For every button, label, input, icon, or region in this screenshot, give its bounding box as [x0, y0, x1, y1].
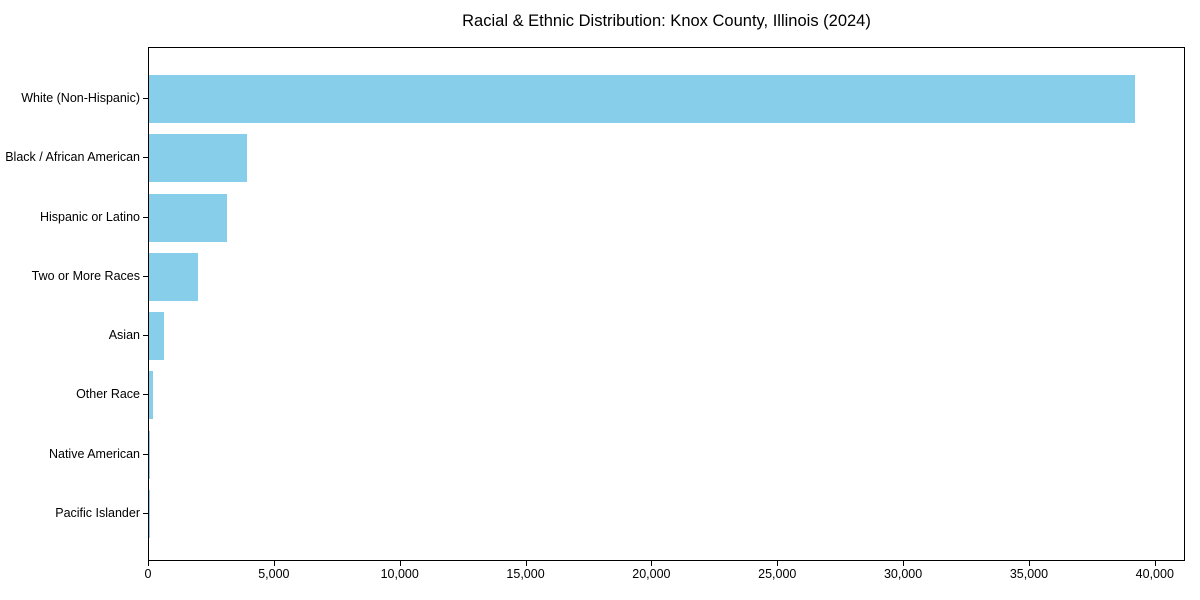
ytick-label-two-or-more-races: Two or More Races: [31, 268, 140, 283]
ytick-label-other-race: Other Race: [76, 387, 140, 402]
ytick-mark: [143, 98, 148, 99]
xtick-mark: [651, 561, 653, 566]
xtick-mark: [399, 561, 401, 566]
bar-native-american: [149, 430, 150, 479]
plot-area: [148, 47, 1185, 561]
xtick-mark: [1028, 561, 1030, 566]
ytick-mark: [143, 513, 148, 515]
bar-hispanic-or-latino: [149, 193, 227, 242]
xtick-label-20000: 20,000: [632, 567, 671, 581]
ytick-mark: [143, 275, 148, 277]
xtick-label-30000: 30,000: [883, 567, 923, 581]
xtick-label-25000: 25,000: [758, 567, 797, 581]
xtick-label-5000: 5,000: [258, 567, 290, 581]
bar-black-african-american: [149, 134, 248, 183]
xtick-mark: [903, 561, 905, 566]
ytick-mark: [143, 216, 148, 218]
ytick-mark: [143, 394, 148, 396]
ytick-label-native-american: Native American: [48, 446, 140, 461]
ytick-mark: [143, 335, 148, 337]
xtick-label-35000: 35,000: [1009, 567, 1049, 581]
bar-white-non-hispanic: [149, 75, 1135, 123]
ytick-label-asian: Asian: [108, 328, 140, 343]
ytick-label-black-african-american: Black / African American: [5, 150, 140, 165]
xtick-mark: [148, 561, 149, 566]
ytick-label-white-non-hispanic: White (Non-Hispanic): [21, 91, 140, 105]
xtick-label-15000: 15,000: [506, 567, 545, 581]
ytick-mark: [143, 157, 148, 159]
xtick-label-0: 0: [144, 567, 152, 581]
ytick-label-hispanic-or-latino: Hispanic or Latino: [39, 209, 140, 224]
chart-title: Racial & Ethnic Distribution: Knox Count…: [462, 12, 871, 30]
bar-asian: [149, 312, 165, 361]
xtick-label-10000: 10,000: [380, 567, 419, 581]
xtick-label-40000: 40,000: [1135, 567, 1174, 581]
xtick-mark: [1154, 561, 1156, 566]
bar-other-race: [149, 371, 153, 420]
xtick-mark: [273, 561, 275, 566]
xtick-mark: [777, 561, 779, 566]
ytick-mark: [143, 453, 148, 455]
ytick-label-pacific-islander: Pacific Islander: [55, 506, 140, 521]
bar-two-or-more-races: [149, 252, 199, 301]
xtick-mark: [525, 561, 527, 566]
